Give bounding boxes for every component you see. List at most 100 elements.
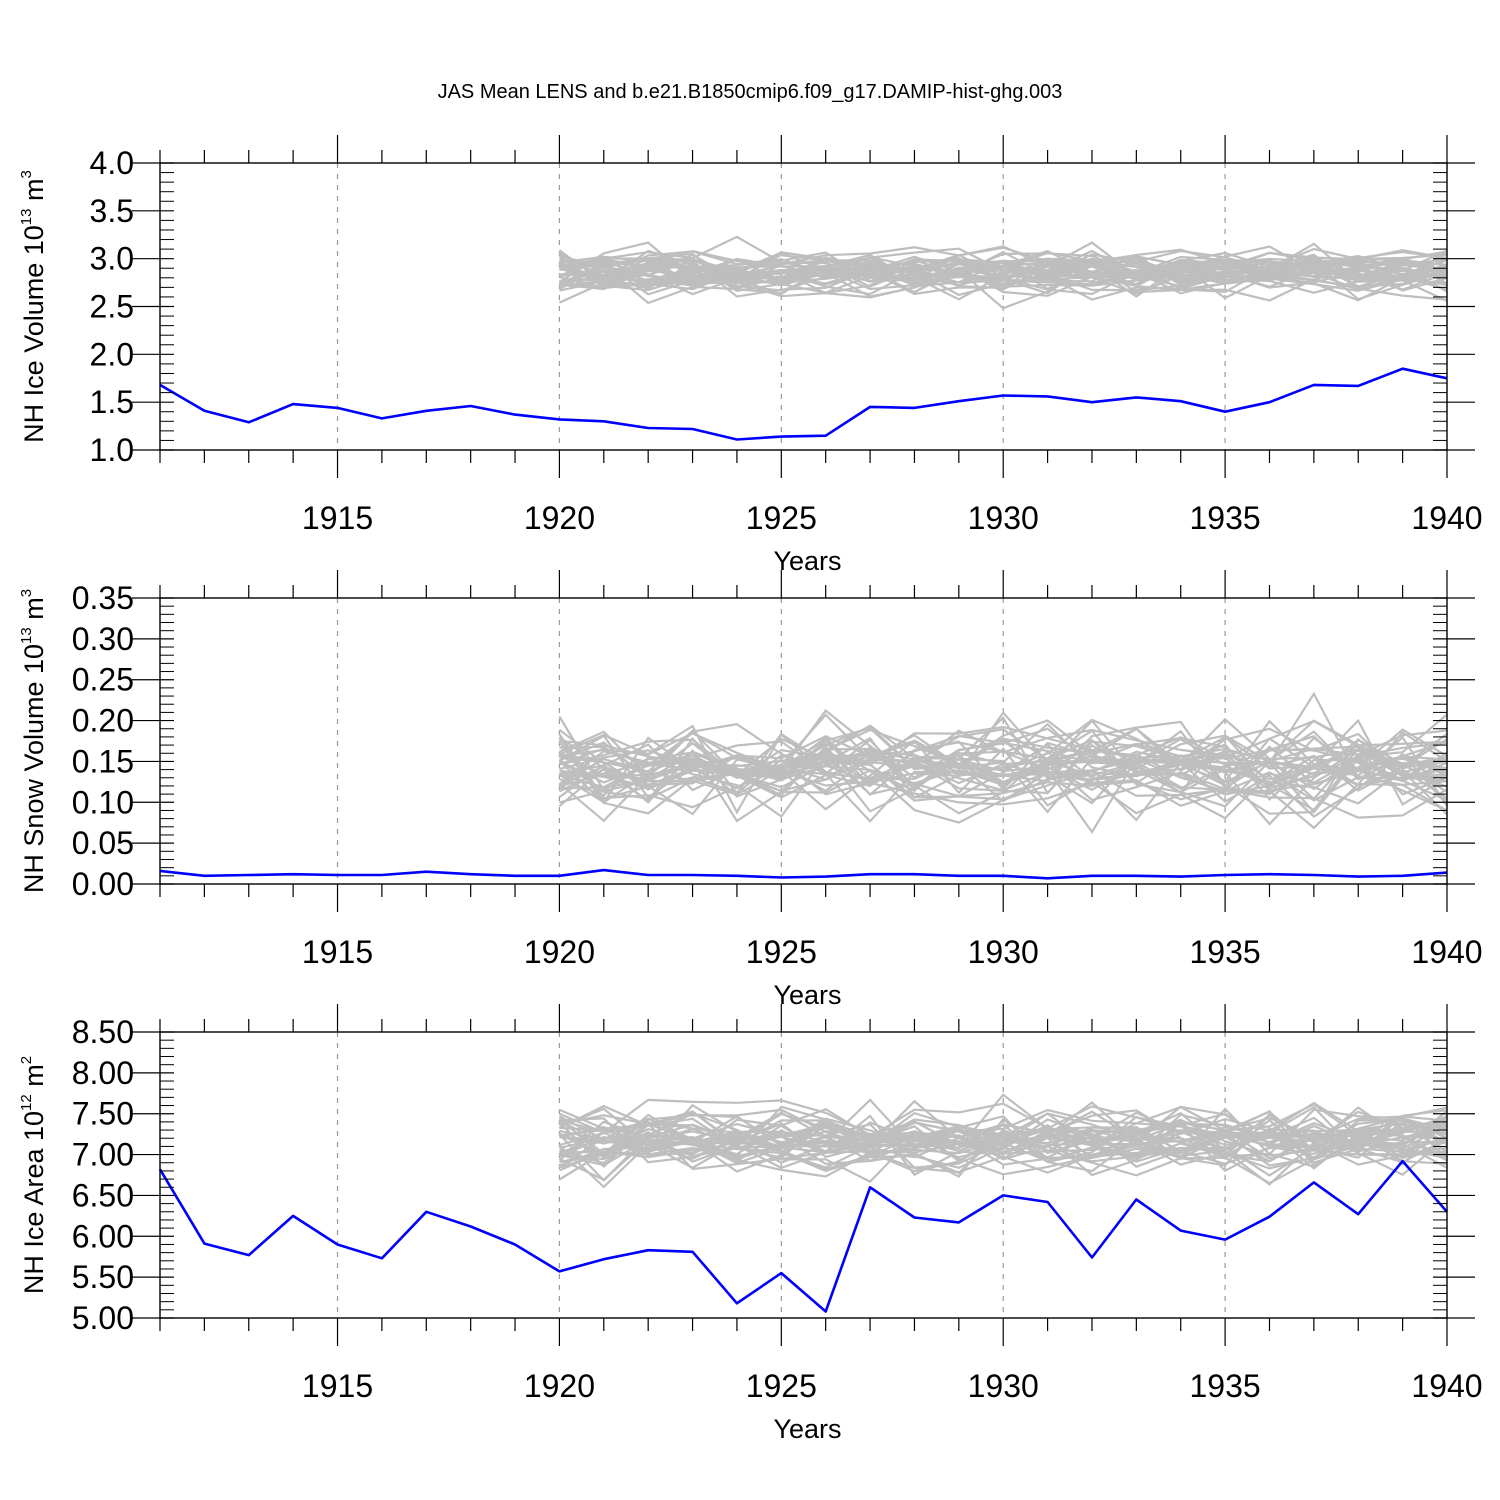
highlight-series-line xyxy=(159,367,1448,441)
ensemble-member-line xyxy=(559,1117,1448,1179)
y-axis-title-superscript: 3 xyxy=(18,170,35,178)
y-tick-label: 6.00 xyxy=(72,1218,134,1254)
panel-2: 1915 1920 1925 1930 1935 1940 Years 0.00 0.05 0.1… xyxy=(18,570,1483,1010)
y-axis-title-text: m xyxy=(19,597,49,627)
ensemble-member-line xyxy=(558,241,1448,287)
x-tick-label: 1930 xyxy=(968,1368,1039,1404)
ensemble-member-line xyxy=(558,1119,1448,1158)
plot-frame xyxy=(159,162,1448,451)
ensemble-member-line xyxy=(558,1115,1448,1182)
ensemble-member-line xyxy=(559,719,1448,781)
y-tick-label: 0.10 xyxy=(72,784,134,820)
highlight-series-line xyxy=(158,1159,1448,1313)
ensemble-members xyxy=(558,235,1448,310)
ensemble-member-line xyxy=(558,263,1448,305)
x-tick-label: 1940 xyxy=(1411,1368,1482,1404)
y-tick-label: 1.0 xyxy=(90,432,134,468)
x-axis-title: Years xyxy=(773,546,841,576)
ensemble-member-line xyxy=(558,1098,1448,1160)
y-tick-label: 0.00 xyxy=(72,866,134,902)
y-tick-label: 1.5 xyxy=(90,384,134,420)
y-axis-title-superscript: 13 xyxy=(18,209,35,226)
ensemble-member-line xyxy=(558,736,1448,816)
x-tick-label: 1920 xyxy=(524,1368,595,1404)
y-tick-label: 2.0 xyxy=(90,336,134,372)
x-tick-label: 1925 xyxy=(746,934,817,970)
y-tick-label: 3.5 xyxy=(90,193,134,229)
y-tick-label: 0.35 xyxy=(72,580,134,616)
y-tick-label: 0.20 xyxy=(72,703,134,739)
y-tick-label: 2.5 xyxy=(90,289,134,325)
y-tick-label: 8.50 xyxy=(72,1014,134,1050)
ensemble-member-line xyxy=(559,271,1448,302)
ensemble-member-line xyxy=(559,251,1448,291)
ensemble-member-line xyxy=(559,728,1448,792)
y-tick-label: 0.15 xyxy=(72,743,134,779)
ensemble-member-line xyxy=(558,1132,1448,1189)
plot-frame xyxy=(159,597,1448,885)
chart-title: JAS Mean LENS and b.e21.B1850cmip6.f09_g… xyxy=(438,81,1063,103)
y-tick-label: 0.05 xyxy=(72,825,134,861)
ensemble-member-line xyxy=(558,715,1448,802)
ensemble-member-line xyxy=(558,1118,1448,1181)
ensemble-member-line xyxy=(559,264,1448,296)
x-tick-label: 1935 xyxy=(1190,1368,1261,1404)
ensemble-member-line xyxy=(559,719,1448,783)
highlight-series-line xyxy=(159,868,1448,880)
ensemble-member-line xyxy=(558,736,1448,790)
y-tick-label: 5.50 xyxy=(72,1259,134,1295)
y-axis-title-text: m xyxy=(19,1064,49,1094)
ensemble-member-line xyxy=(559,1130,1448,1183)
y-tick-label: 7.00 xyxy=(72,1137,134,1173)
ensemble-member-line xyxy=(558,1093,1448,1150)
y-axis-title-superscript: 3 xyxy=(18,589,35,597)
y-tick-label: 7.50 xyxy=(72,1096,134,1132)
ensemble-member-line xyxy=(559,734,1448,812)
y-axis-title-superscript: 13 xyxy=(18,627,35,644)
x-tick-label: 1930 xyxy=(968,500,1039,536)
y-tick-label: 6.50 xyxy=(72,1177,134,1213)
x-tick-label: 1920 xyxy=(524,934,595,970)
x-tick-label: 1940 xyxy=(1411,500,1482,536)
panel-3: 1915 1920 1925 1930 1935 1940 Years 5.00 5.50 6.0… xyxy=(18,1004,1483,1444)
y-axis-title-text: m xyxy=(19,179,49,209)
y-axis-title: NH Ice Volume 1013 m3 xyxy=(18,170,49,443)
x-tick-label: 1915 xyxy=(302,500,373,536)
x-tick-label: 1915 xyxy=(302,1368,373,1404)
x-axis-title: Years xyxy=(773,980,841,1010)
x-tick-label: 1935 xyxy=(1190,934,1261,970)
ensemble-member-line xyxy=(559,262,1448,297)
x-tick-label: 1920 xyxy=(524,500,595,536)
ensemble-member-line xyxy=(558,738,1448,808)
ensemble-member-line xyxy=(558,718,1448,806)
ensemble-member-line xyxy=(558,719,1448,778)
ensemble-members xyxy=(558,691,1448,834)
x-tick-label: 1935 xyxy=(1190,500,1261,536)
y-axis-title-superscript: 2 xyxy=(18,1056,35,1064)
y-axis-title: NH Snow Volume 1013 m3 xyxy=(18,589,49,893)
ensemble-member-line xyxy=(559,255,1448,288)
ensemble-member-line xyxy=(559,713,1448,781)
y-tick-label: 5.00 xyxy=(72,1300,134,1336)
y-tick-label: 4.0 xyxy=(90,145,134,181)
y-tick-label: 0.30 xyxy=(72,621,134,657)
ensemble-member-line xyxy=(559,719,1448,788)
ensemble-members xyxy=(558,1093,1448,1189)
y-tick-label: 0.25 xyxy=(72,662,134,698)
ensemble-member-line xyxy=(558,251,1448,282)
ensemble-member-line xyxy=(559,754,1448,822)
x-axis-title: Years xyxy=(773,1414,841,1444)
x-tick-label: 1925 xyxy=(746,500,817,536)
x-tick-label: 1930 xyxy=(968,934,1039,970)
x-tick-label: 1915 xyxy=(302,934,373,970)
y-axis-title-text: NH Ice Volume 10 xyxy=(19,225,49,443)
y-axis-title-text: NH Ice Area 10 xyxy=(19,1111,49,1294)
y-tick-label: 8.00 xyxy=(72,1055,134,1091)
y-axis-title-text: NH Snow Volume 10 xyxy=(19,644,49,893)
plot-frame xyxy=(159,1031,1448,1319)
ensemble-member-line xyxy=(558,1106,1448,1160)
x-tick-label: 1940 xyxy=(1411,934,1482,970)
panel-1: 1915 1920 1925 1930 1935 1940 Years 1.0 1.5 2.0 2.… xyxy=(18,135,1483,576)
y-tick-label: 3.0 xyxy=(90,241,134,277)
